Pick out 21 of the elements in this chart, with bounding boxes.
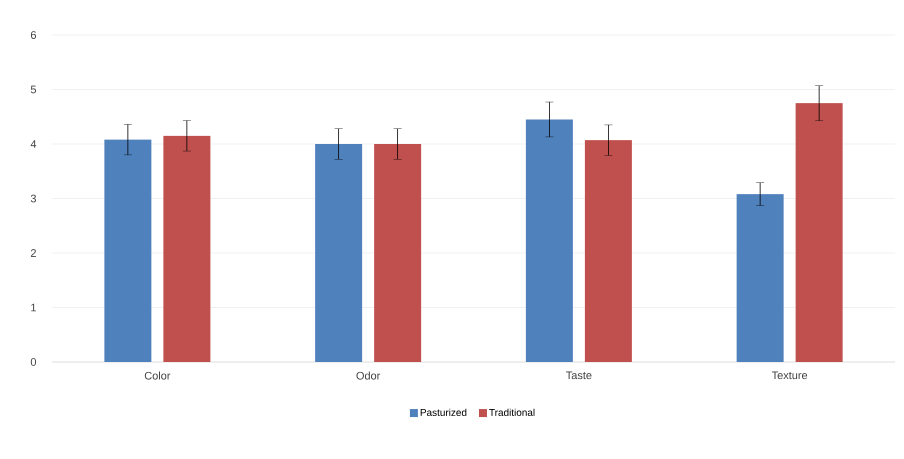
x-tick-label: Taste [566, 372, 592, 380]
y-tick-label: 6 [30, 31, 36, 39]
bar [163, 136, 210, 362]
bar [104, 140, 152, 362]
bar [315, 144, 362, 362]
x-tick-label: Texture [772, 372, 808, 380]
y-tick-label: 3 [30, 194, 36, 202]
y-tick-label: 0 [30, 358, 36, 366]
y-tick-label: 4 [30, 140, 36, 148]
legend-label: Traditional [489, 408, 534, 416]
bar [796, 103, 843, 362]
bar [736, 194, 784, 362]
bar [526, 119, 573, 362]
y-tick-label: 2 [30, 249, 36, 257]
x-tick-label: Color [144, 372, 170, 380]
legend-label: Pasturized [420, 408, 466, 416]
x-tick-label: Odor [356, 372, 380, 380]
bar [584, 140, 632, 362]
y-tick-label: 5 [30, 86, 36, 94]
bar [374, 144, 422, 362]
y-tick-label: 1 [31, 304, 36, 312]
